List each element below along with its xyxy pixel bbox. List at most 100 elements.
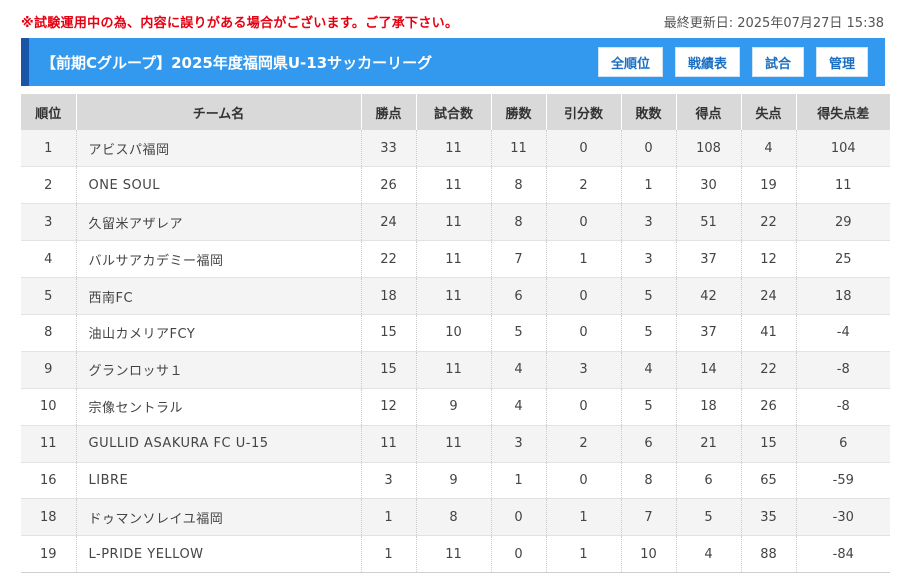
games-cell: 8 <box>415 498 491 537</box>
goals-for-header[interactable]: 得点 <box>675 94 741 130</box>
goals-against-cell: 15 <box>740 425 796 463</box>
goals-for-cell: 21 <box>675 425 741 463</box>
points-header[interactable]: 勝点 <box>360 94 416 130</box>
goal-diff-cell: -8 <box>795 351 890 389</box>
rank-cell: 11 <box>21 425 76 463</box>
goal-diff-cell: 25 <box>795 240 890 279</box>
goals-for-cell: 4 <box>675 535 741 574</box>
rank-cell: 2 <box>21 166 76 205</box>
losses-cell: 4 <box>620 351 676 389</box>
goals-for-cell: 5 <box>675 498 741 537</box>
team-name-header[interactable]: チーム名 <box>75 94 361 130</box>
team-name-cell[interactable]: 宗像セントラル <box>75 388 361 426</box>
table-row: 9 グランロッサ１ 15 11 4 3 4 14 22 -8 <box>21 351 890 389</box>
draws-cell: 1 <box>545 498 621 537</box>
team-name-cell[interactable]: アビスパ福岡 <box>75 130 361 168</box>
goals-against-cell: 41 <box>740 314 796 352</box>
draws-cell: 3 <box>545 351 621 389</box>
team-name-cell[interactable]: 油山カメリアFCY <box>75 314 361 352</box>
team-name-cell[interactable]: ONE SOUL <box>75 166 361 205</box>
goals-for-cell: 6 <box>675 462 741 500</box>
team-name-cell[interactable]: バルサアカデミー福岡 <box>75 240 361 279</box>
draws-cell: 2 <box>545 166 621 205</box>
team-name-cell[interactable]: ドゥマンソレイユ福岡 <box>75 498 361 537</box>
draws-cell: 1 <box>545 240 621 279</box>
draws-cell: 0 <box>545 130 621 168</box>
rank-cell: 19 <box>21 535 76 574</box>
draws-cell: 2 <box>545 425 621 463</box>
draws-header[interactable]: 引分数 <box>545 94 621 130</box>
rank-cell: 8 <box>21 314 76 352</box>
draws-cell: 1 <box>545 535 621 574</box>
losses-cell: 7 <box>620 498 676 537</box>
draws-cell: 0 <box>545 388 621 426</box>
points-cell: 24 <box>360 203 416 242</box>
disclaimer-notice: ※試験運用中の為、内容に誤りがある場合がございます。ご了承下さい。 <box>21 16 459 31</box>
goals-against-cell: 35 <box>740 498 796 537</box>
losses-cell: 5 <box>620 314 676 352</box>
goals-for-cell: 37 <box>675 240 741 279</box>
admin-button[interactable]: 管理 <box>815 47 868 77</box>
games-cell: 11 <box>415 277 491 315</box>
league-title: 【前期Cグループ】2025年度福岡県U-13サッカーリーグ <box>41 53 433 72</box>
wins-cell: 7 <box>490 240 546 279</box>
goals-against-cell: 19 <box>740 166 796 205</box>
rank-cell: 16 <box>21 462 76 500</box>
losses-cell: 1 <box>620 166 676 205</box>
goals-for-cell: 14 <box>675 351 741 389</box>
goal-diff-cell: -59 <box>795 462 890 500</box>
games-cell: 9 <box>415 462 491 500</box>
games-cell: 10 <box>415 314 491 352</box>
wins-cell: 11 <box>490 130 546 168</box>
wins-cell: 0 <box>490 498 546 537</box>
team-name-cell[interactable]: 久留米アザレア <box>75 203 361 242</box>
table-row: 4 バルサアカデミー福岡 22 11 7 1 3 37 12 25 <box>21 240 890 279</box>
goal-diff-header[interactable]: 得失点差 <box>795 94 890 130</box>
team-name-cell[interactable]: L-PRIDE YELLOW <box>75 535 361 574</box>
rank-cell: 4 <box>21 240 76 279</box>
games-cell: 11 <box>415 166 491 205</box>
losses-cell: 0 <box>620 130 676 168</box>
results-table-button[interactable]: 戦績表 <box>674 47 740 77</box>
goal-diff-cell: -30 <box>795 498 890 537</box>
losses-cell: 10 <box>620 535 676 574</box>
points-cell: 15 <box>360 314 416 352</box>
goals-against-cell: 22 <box>740 351 796 389</box>
games-header[interactable]: 試合数 <box>415 94 491 130</box>
goal-diff-cell: 104 <box>795 130 890 168</box>
team-name-cell[interactable]: 西南FC <box>75 277 361 315</box>
goal-diff-cell: -4 <box>795 314 890 352</box>
team-name-cell[interactable]: GULLID ASAKURA FC U-15 <box>75 425 361 463</box>
goals-for-cell: 18 <box>675 388 741 426</box>
points-cell: 22 <box>360 240 416 279</box>
goals-against-header[interactable]: 失点 <box>740 94 796 130</box>
goal-diff-cell: 11 <box>795 166 890 205</box>
draws-cell: 0 <box>545 203 621 242</box>
team-name-cell[interactable]: グランロッサ１ <box>75 351 361 389</box>
goal-diff-cell: -84 <box>795 535 890 574</box>
points-cell: 12 <box>360 388 416 426</box>
standings-table: 順位 チーム名 勝点 試合数 勝数 引分数 敗数 得点 失点 得失点差 1 アビスパ福岡 33 11 11… <box>21 94 890 574</box>
rank-cell: 9 <box>21 351 76 389</box>
games-cell: 11 <box>415 351 491 389</box>
wins-cell: 1 <box>490 462 546 500</box>
losses-header[interactable]: 敗数 <box>620 94 676 130</box>
wins-cell: 4 <box>490 351 546 389</box>
table-row: 5 西南FC 18 11 6 0 5 42 24 18 <box>21 277 890 315</box>
wins-header[interactable]: 勝数 <box>490 94 546 130</box>
league-header: 【前期Cグループ】2025年度福岡県U-13サッカーリーグ 全順位 戦績表 試合… <box>21 38 885 86</box>
matches-button[interactable]: 試合 <box>751 47 804 77</box>
rank-header[interactable]: 順位 <box>21 94 76 130</box>
rank-cell: 18 <box>21 498 76 537</box>
games-cell: 11 <box>415 240 491 279</box>
games-cell: 9 <box>415 388 491 426</box>
goals-against-cell: 26 <box>740 388 796 426</box>
goals-for-cell: 51 <box>675 203 741 242</box>
goals-for-cell: 37 <box>675 314 741 352</box>
goal-diff-cell: -8 <box>795 388 890 426</box>
wins-cell: 3 <box>490 425 546 463</box>
points-cell: 1 <box>360 535 416 574</box>
all-standings-button[interactable]: 全順位 <box>597 47 663 77</box>
team-name-cell[interactable]: LIBRE <box>75 462 361 500</box>
points-cell: 33 <box>360 130 416 168</box>
